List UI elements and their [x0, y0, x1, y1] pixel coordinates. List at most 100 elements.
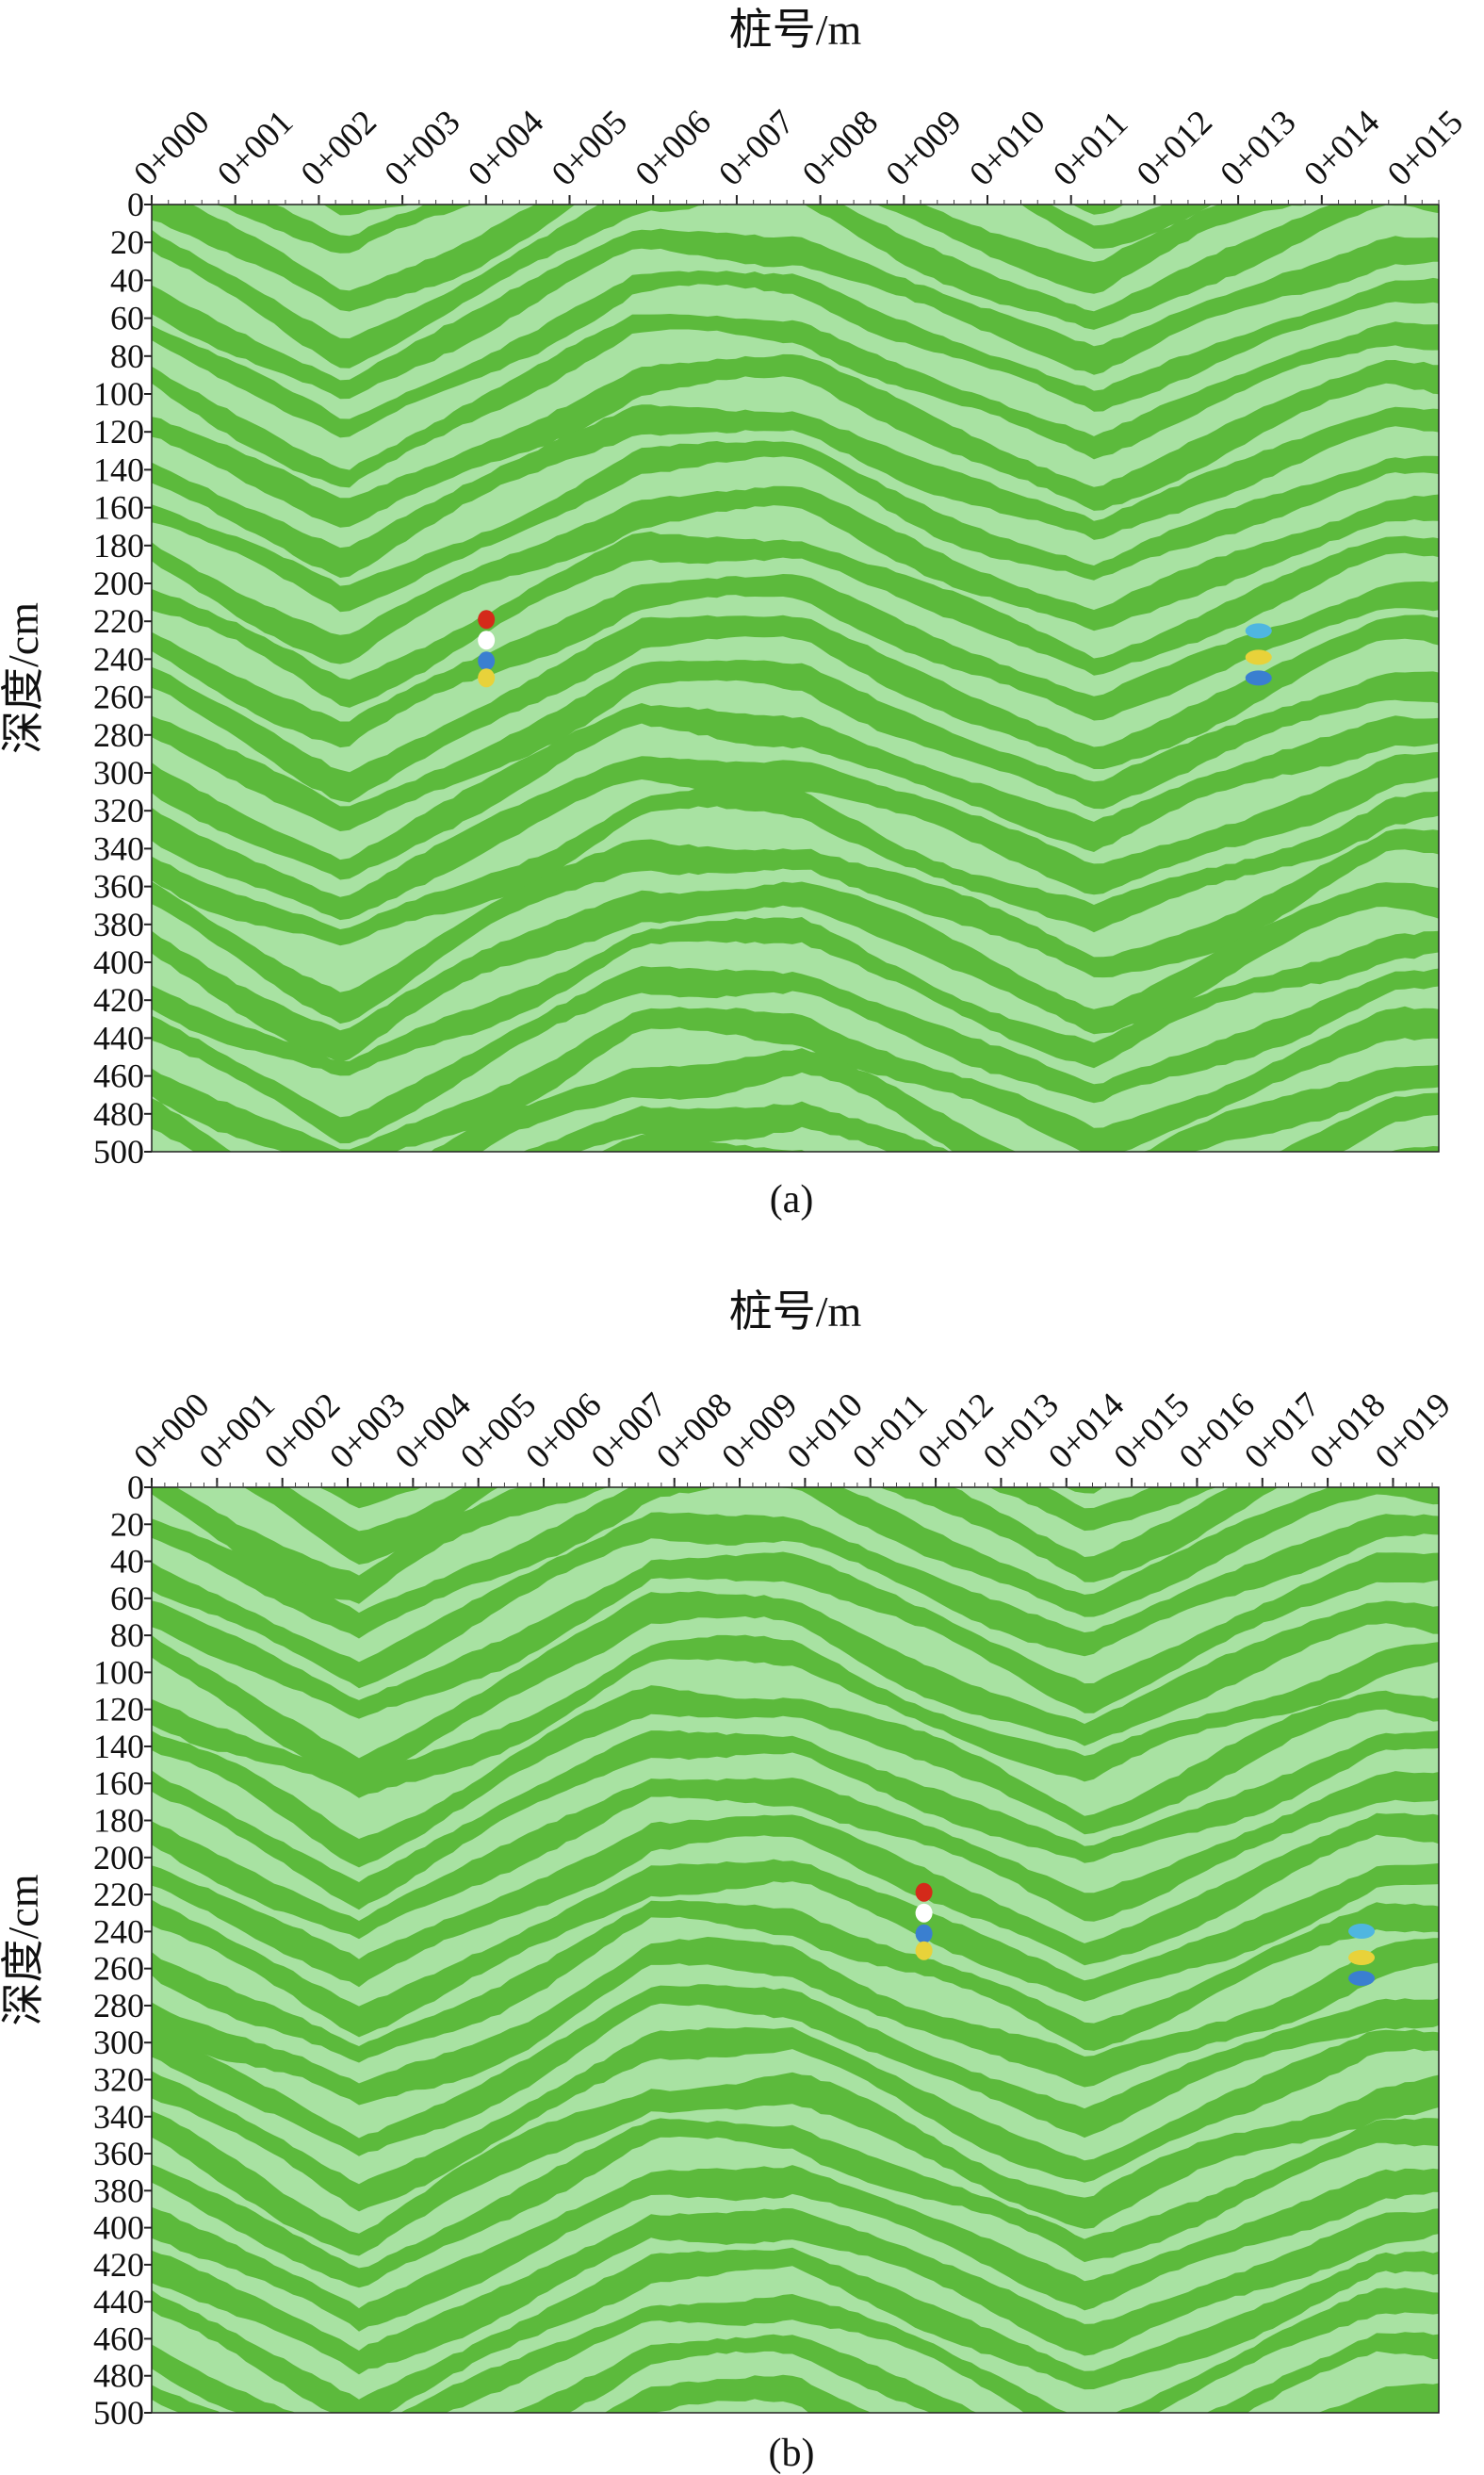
stripe: [152, 531, 1439, 708]
stripe: [152, 353, 1439, 528]
stripe: [152, 881, 1439, 1063]
y-tick-label: 500: [93, 2394, 144, 2432]
plot-frame: [151, 1486, 1440, 2414]
x-tick-label: 0+010: [962, 103, 1052, 193]
y-tick-label: 260: [93, 1950, 144, 1988]
stripe: [152, 2118, 1439, 2288]
y-tick-label: 100: [93, 375, 144, 413]
y-tick-label: 140: [93, 451, 144, 488]
stripe: [152, 485, 1439, 664]
x-tick-label: 0+005: [453, 1385, 544, 1476]
anomaly: [1348, 1971, 1376, 1986]
stripe: [152, 2247, 1439, 2413]
stripe: [152, 1634, 1439, 1798]
y-tick-label: 280: [93, 1987, 144, 2024]
x-tick-label: 0+014: [1041, 1385, 1132, 1476]
anomaly: [478, 651, 496, 671]
y-tick-label: 180: [93, 1802, 144, 1840]
y-tick-label: 240: [93, 640, 144, 678]
y-tick-label: 20: [110, 223, 144, 261]
y-tick-label: 480: [93, 2357, 144, 2395]
y-tick-label: 380: [93, 2172, 144, 2209]
y-tick-label: 300: [93, 2024, 144, 2061]
y-tick-label: 220: [93, 1876, 144, 1913]
stripe: [152, 1487, 1439, 1639]
y-tick-label: 60: [110, 1580, 144, 1617]
y-tick-label: 360: [93, 868, 144, 906]
x-tick-label: 0+006: [628, 103, 719, 193]
stripe: [152, 615, 1439, 803]
y-tick-label: 40: [110, 1543, 144, 1581]
x-tick-label: 0+007: [711, 103, 802, 193]
x-axis-title: 桩号/m: [729, 6, 862, 54]
stripe: [152, 1899, 1439, 2063]
caption: (b): [769, 2432, 815, 2475]
y-tick-label: 0: [127, 1468, 144, 1506]
x-tick-label: 0+007: [584, 1385, 675, 1476]
stripe: [243, 1487, 1217, 1565]
x-tick-label: 0+009: [879, 103, 970, 193]
y-tick-label: 420: [93, 2246, 144, 2284]
stripe: [152, 228, 1439, 400]
anomaly: [1245, 623, 1272, 639]
x-tick-label: 0+012: [1130, 103, 1220, 193]
x-tick-label: 0+010: [780, 1385, 871, 1476]
y-tick-label: 400: [93, 2209, 144, 2247]
stripe: [152, 966, 1439, 1144]
y-tick-label: 280: [93, 716, 144, 754]
x-tick-label: 0+009: [714, 1385, 805, 1476]
stripe: [152, 1048, 1439, 1152]
y-tick-label: 440: [93, 2283, 144, 2320]
x-axis-title: 桩号/m: [729, 1287, 862, 1336]
y-tick-label: 320: [93, 2060, 144, 2098]
x-tick-label: 0+011: [1046, 104, 1135, 193]
x-tick-label: 0+001: [192, 1385, 283, 1476]
x-tick-label: 0+019: [1368, 1385, 1459, 1476]
y-tick-label: 300: [93, 754, 144, 792]
stripe: [152, 785, 1439, 946]
y-tick-label: 180: [93, 527, 144, 565]
y-tick-label: 100: [93, 1653, 144, 1691]
y-tick-label: 240: [93, 1912, 144, 1950]
anomaly: [1348, 1950, 1376, 1965]
stripe: [323, 205, 1125, 216]
y-tick-label: 60: [110, 300, 144, 337]
stripe: [152, 1859, 1439, 2038]
stripe: [152, 270, 1439, 438]
y-tick-label: 340: [93, 2098, 144, 2136]
y-tick-label: 220: [93, 602, 144, 640]
x-tick-label: 0+000: [126, 103, 217, 193]
y-tick-label: 120: [93, 413, 144, 451]
x-tick-label: 0+017: [1237, 1385, 1328, 1476]
y-tick-label: 320: [93, 792, 144, 829]
x-tick-label: 0+002: [257, 1385, 348, 1476]
y-tick-label: 400: [93, 943, 144, 981]
stripe: [152, 751, 1439, 921]
stripe: [152, 1487, 1279, 1604]
y-tick-label: 500: [93, 1133, 144, 1171]
stripe: [152, 1771, 1439, 1940]
stripe: [152, 404, 1439, 578]
stripe: [152, 314, 1439, 488]
stripe: [152, 1685, 1439, 1868]
anomaly: [1245, 670, 1272, 686]
stripe: [152, 574, 1439, 748]
y-tick-label: 380: [93, 906, 144, 943]
anomaly: [915, 1941, 933, 1960]
x-tick-label: 0+008: [649, 1385, 740, 1476]
y-tick-label: 460: [93, 2319, 144, 2357]
x-tick-label: 0+005: [545, 103, 635, 193]
stripe: [152, 205, 1439, 369]
y-tick-label: 420: [93, 981, 144, 1019]
x-tick-label: 0+002: [294, 103, 384, 193]
anomaly: [1245, 649, 1272, 665]
x-tick-label: 0+006: [518, 1385, 609, 1476]
anomaly: [915, 1882, 933, 1902]
y-tick-label: 460: [93, 1057, 144, 1095]
radar-image: [152, 205, 1439, 1152]
stripe: [152, 2207, 1439, 2375]
stripe: [152, 660, 1439, 831]
stripe: [152, 2026, 1439, 2212]
x-tick-label: 0+011: [845, 1386, 935, 1476]
y-tick-label: 200: [93, 565, 144, 602]
